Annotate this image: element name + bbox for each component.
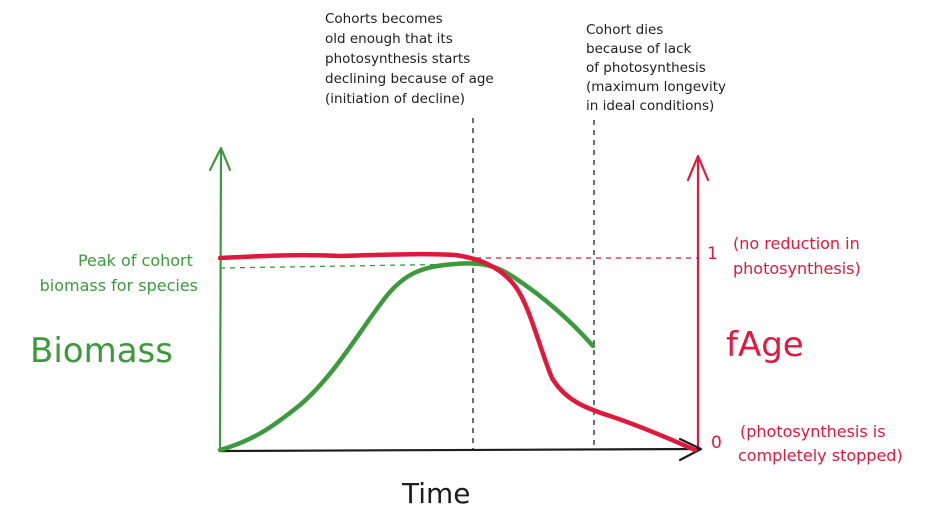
fage-tick-0: 0 (711, 433, 722, 453)
fage-axis-label: fAge (726, 325, 804, 365)
fage-tick-0-note: (photosynthesis is completely stopped) (738, 422, 903, 465)
peak-biomass-dashed-line (219, 263, 471, 269)
fage-tick-1: 1 (707, 244, 718, 264)
death-annotation: Cohort dies because of lack of photosynt… (586, 22, 730, 114)
biomass-axis (208, 146, 232, 452)
peak-biomass-label: Peak of cohort biomass for species (40, 251, 198, 295)
fage-axis-arrow-icon (686, 154, 710, 182)
biomass-axis-arrow-icon (208, 146, 232, 172)
time-axis-arrow-icon (678, 437, 703, 462)
biomass-axis-label: Biomass (30, 331, 173, 371)
biomass-curve (217, 261, 596, 453)
fage-axis (686, 154, 710, 452)
fage-curve (217, 251, 698, 453)
fage-tick-1-note: (no reduction in photosynthesis) (733, 234, 865, 278)
decline-annotation: Cohorts becomes old enough that its phot… (325, 11, 498, 107)
time-axis-label: Time (401, 477, 471, 510)
time-axis (218, 437, 703, 462)
